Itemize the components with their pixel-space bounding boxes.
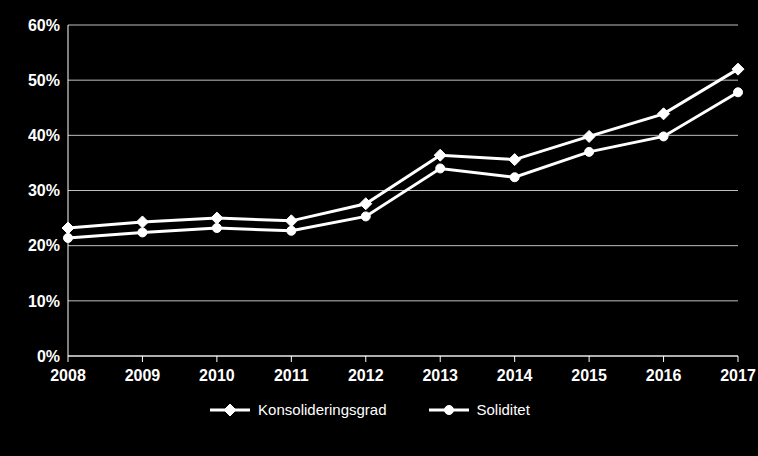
svg-text:2011: 2011: [274, 367, 309, 384]
html-text:Konsolideringsgrad: Konsolideringsgrad: [258, 401, 387, 418]
svg-text:2009: 2009: [125, 367, 161, 384]
svg-text:2015: 2015: [571, 367, 607, 384]
svg-text:2010: 2010: [199, 367, 235, 384]
svg-text:50%: 50%: [28, 72, 60, 89]
svg-text:20%: 20%: [28, 237, 60, 254]
svg-text:2014: 2014: [497, 367, 533, 384]
svg-text:10%: 10%: [28, 293, 60, 310]
svg-text:0%: 0%: [37, 348, 60, 365]
svg-text:40%: 40%: [28, 127, 60, 144]
svg-text:2012: 2012: [348, 367, 384, 384]
svg-text:2017: 2017: [720, 367, 750, 384]
svg-text:30%: 30%: [28, 182, 60, 199]
svg-text:2013: 2013: [422, 367, 458, 384]
svg-text:60%: 60%: [28, 17, 60, 34]
svg-text:2008: 2008: [50, 367, 86, 384]
svg-text:2016: 2016: [646, 367, 682, 384]
html-text:Soliditet: Soliditet: [476, 401, 530, 418]
